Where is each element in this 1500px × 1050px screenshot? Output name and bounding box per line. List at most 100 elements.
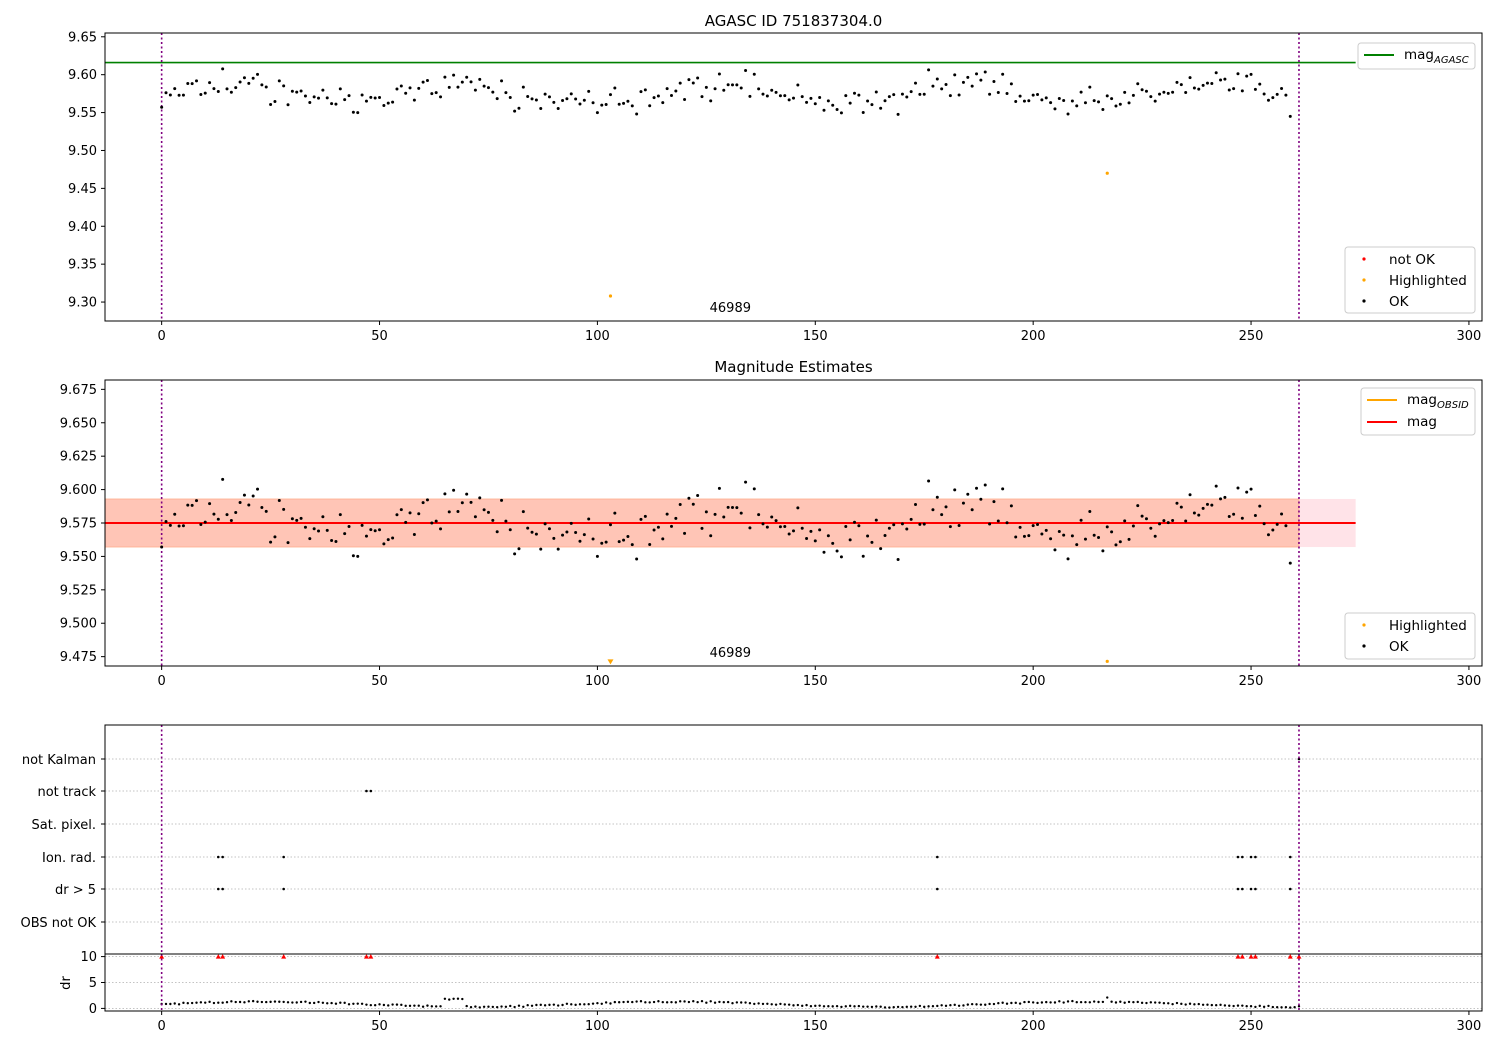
ok-point <box>430 521 434 525</box>
dr-point <box>735 1001 739 1004</box>
ok-point <box>900 522 904 526</box>
dr-point <box>339 1001 342 1004</box>
dr-point <box>487 1005 490 1008</box>
ok-point <box>613 86 617 90</box>
ok-point <box>234 86 238 90</box>
dr-point <box>308 1001 312 1005</box>
ok-point <box>186 503 190 507</box>
ok-point <box>1149 95 1153 99</box>
ok-point <box>1083 101 1087 105</box>
ok-point <box>630 543 634 547</box>
ok-point <box>595 554 599 558</box>
ok-point <box>879 547 883 551</box>
ok-point <box>1127 537 1131 541</box>
ok-point <box>378 528 382 532</box>
ok-point <box>1219 497 1223 501</box>
ok-point <box>369 95 373 99</box>
ok-point <box>709 99 713 103</box>
ok-point <box>1022 99 1026 103</box>
dr-point <box>456 997 460 1000</box>
ok-point <box>909 90 913 94</box>
ok-point <box>295 518 299 522</box>
dr-point <box>204 1001 207 1004</box>
ok-point <box>1101 549 1105 553</box>
dr-point <box>1219 1003 1222 1007</box>
x-axis: 0 50 100 150 200 250 300 <box>158 321 1481 344</box>
legend-line-label: mag <box>1407 414 1437 430</box>
ok-point <box>687 496 691 500</box>
dr-point <box>426 1004 429 1007</box>
ok-point <box>439 95 443 99</box>
ok-point <box>944 505 948 509</box>
ok-point <box>517 106 521 110</box>
legend-points: Highlighted OK <box>1344 612 1476 660</box>
dr-point <box>278 1000 281 1003</box>
ok-point <box>700 526 704 530</box>
y-tick-label: 9.475 <box>60 650 97 665</box>
dr-point <box>1079 1000 1083 1004</box>
axes-frame <box>104 953 1483 1012</box>
ok-point <box>1018 94 1022 98</box>
ok-point <box>870 103 874 107</box>
dr-point <box>221 1001 224 1004</box>
ok-point <box>1053 548 1057 552</box>
y-tick-label: 9.625 <box>60 450 97 465</box>
ok-point <box>966 75 970 79</box>
dr-point <box>949 1004 952 1007</box>
dr-point <box>1010 1001 1013 1005</box>
dr-point <box>526 1004 529 1007</box>
ok-point <box>203 91 207 95</box>
ok-point <box>195 499 199 503</box>
ok-point <box>717 72 721 76</box>
ok-point <box>229 90 233 94</box>
ok-point <box>430 92 434 96</box>
x-tick-label: 200 <box>1021 674 1046 689</box>
dr-point <box>1005 1002 1009 1005</box>
ok-point <box>1201 83 1205 87</box>
ok-point <box>391 100 395 104</box>
ok-point <box>299 516 303 520</box>
ok-point <box>900 92 904 96</box>
ok-point <box>730 83 734 87</box>
ok-point <box>661 101 665 105</box>
dr-point <box>430 1005 434 1008</box>
ok-point <box>713 87 717 91</box>
ok-point <box>944 82 948 86</box>
dr-point <box>857 1004 861 1008</box>
dr-point <box>1245 1005 1248 1008</box>
ok-point <box>700 95 704 99</box>
dr-point <box>1223 1004 1227 1007</box>
dr-point <box>1084 1000 1087 1004</box>
dr-point <box>814 1004 817 1008</box>
dr-point <box>195 1001 198 1004</box>
ok-point <box>839 111 843 115</box>
dr-point <box>631 1000 634 1004</box>
dr-point <box>1210 1003 1214 1007</box>
ok-point <box>1131 524 1135 528</box>
dr-point <box>992 1002 996 1006</box>
ok-point <box>561 533 565 537</box>
x-tick-label: 150 <box>803 329 828 344</box>
dr-point <box>173 1002 176 1005</box>
ok-point <box>1223 495 1227 499</box>
ok-point <box>1066 557 1070 561</box>
ok-point <box>439 527 443 531</box>
ok-point <box>848 101 852 105</box>
ok-point <box>1197 513 1201 517</box>
ok-point <box>343 98 347 102</box>
ok-point <box>1232 512 1236 516</box>
ok-point <box>935 77 939 81</box>
ok-point <box>465 492 469 496</box>
ok-point <box>486 510 490 514</box>
dr-clipped-marker <box>1235 954 1241 959</box>
dr-point <box>448 998 451 1001</box>
ok-point <box>1175 80 1179 84</box>
ok-point <box>312 527 316 531</box>
ok-point <box>173 512 177 516</box>
y-tick-label: 9.550 <box>60 550 97 565</box>
ok-point <box>748 94 752 98</box>
ok-point <box>853 91 857 95</box>
dr-point <box>1145 1001 1148 1005</box>
dr-clipped-marker <box>281 954 287 959</box>
legend-label: OK <box>1389 294 1410 310</box>
